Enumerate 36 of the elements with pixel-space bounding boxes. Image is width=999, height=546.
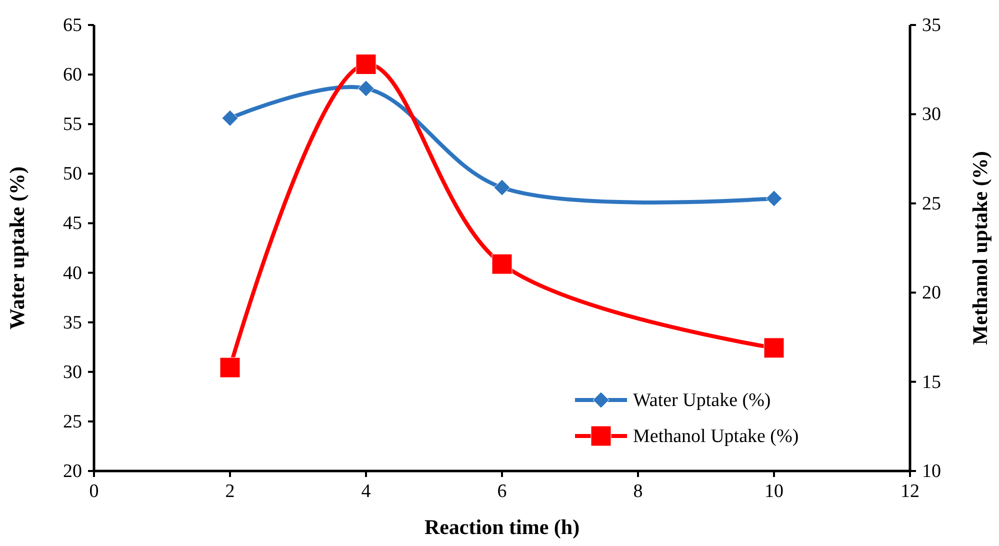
y-tick-label: 65: [63, 15, 82, 36]
y-tick-label: 35: [63, 312, 82, 334]
y2-tick-label: 30: [922, 104, 941, 126]
y2-tick-label: 35: [922, 15, 941, 36]
y-tick-label: 20: [63, 461, 82, 482]
legend-label: Water Uptake (%): [633, 390, 771, 411]
y-tick-label: 55: [63, 114, 82, 136]
point: [492, 254, 512, 274]
y2-axis-title: Methanol uptake (%): [968, 151, 992, 345]
x-tick-label: 8: [633, 481, 643, 502]
point: [766, 190, 782, 207]
x-axis-title: Reaction time (h): [424, 515, 580, 539]
x-tick-label: 10: [764, 481, 784, 502]
y2-tick-label: 25: [922, 193, 941, 214]
y-tick-label: 45: [63, 213, 82, 234]
y-tick-label: 50: [63, 164, 82, 185]
point: [494, 179, 510, 196]
y2-tick-label: 20: [922, 282, 941, 304]
legend-label: Methanol Uptake (%): [633, 426, 799, 447]
point: [222, 110, 238, 126]
x-tick-label: 6: [497, 481, 507, 502]
y-tick-label: 40: [63, 262, 82, 284]
x-tick-label: 4: [361, 481, 372, 502]
point: [356, 54, 376, 74]
y2-tick-label: 10: [922, 461, 941, 482]
point: [764, 338, 784, 358]
y-tick-label: 30: [63, 362, 82, 383]
point: [358, 80, 374, 97]
y-tick-label: 60: [63, 64, 82, 86]
y-tick-label: 25: [63, 411, 82, 432]
y-axis-title: Water uptake (%): [5, 166, 29, 330]
x-tick-label: 12: [900, 481, 920, 502]
x-tick-label: 0: [89, 481, 99, 502]
x-tick-label: 2: [225, 481, 235, 502]
y2-tick-label: 15: [922, 372, 941, 393]
point: [220, 357, 240, 378]
